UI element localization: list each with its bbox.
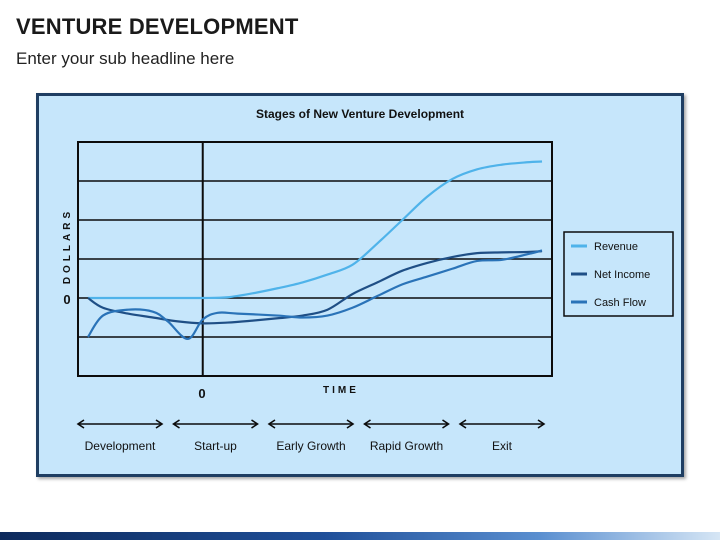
arrow-head (267, 419, 276, 429)
stage-label: Exit (492, 439, 513, 453)
x-origin-label: 0 (198, 386, 205, 401)
arrow-head (458, 419, 467, 429)
arrow-head (76, 419, 85, 429)
series-line-net-income (87, 250, 543, 325)
stage-label: Early Growth (276, 439, 345, 453)
venture-chart: Stages of New Venture Development Revenu… (62, 107, 674, 453)
slide-title: VENTURE DEVELOPMENT (16, 14, 299, 39)
stage-label: Development (85, 439, 156, 453)
series-line-cash-flow (87, 249, 543, 341)
footer-accent-bar (0, 532, 720, 540)
arrow-head (251, 419, 259, 429)
y-axis-label: DOLLARS (62, 208, 73, 284)
arrow-head (442, 419, 450, 429)
legend-box (563, 231, 674, 317)
slide-subtitle: Enter your sub headline here (16, 49, 235, 68)
stage-label: Start-up (194, 439, 237, 453)
arrow-head (172, 419, 180, 429)
legend-label: Net Income (594, 269, 650, 281)
chart-panel: Stages of New Venture Development Revenu… (36, 93, 684, 477)
legend-label: Cash Flow (594, 297, 646, 309)
series-line-revenue (87, 160, 543, 300)
arrow-head (346, 419, 355, 429)
arrow-head (537, 419, 546, 429)
legend-label: Revenue (594, 241, 638, 253)
x-axis-label: TIME (323, 385, 359, 396)
arrow-head (155, 419, 164, 429)
arrow-head (363, 419, 371, 429)
stage-label: Rapid Growth (370, 439, 443, 453)
chart-title: Stages of New Venture Development (256, 107, 464, 121)
y-zero-label: 0 (63, 292, 70, 307)
